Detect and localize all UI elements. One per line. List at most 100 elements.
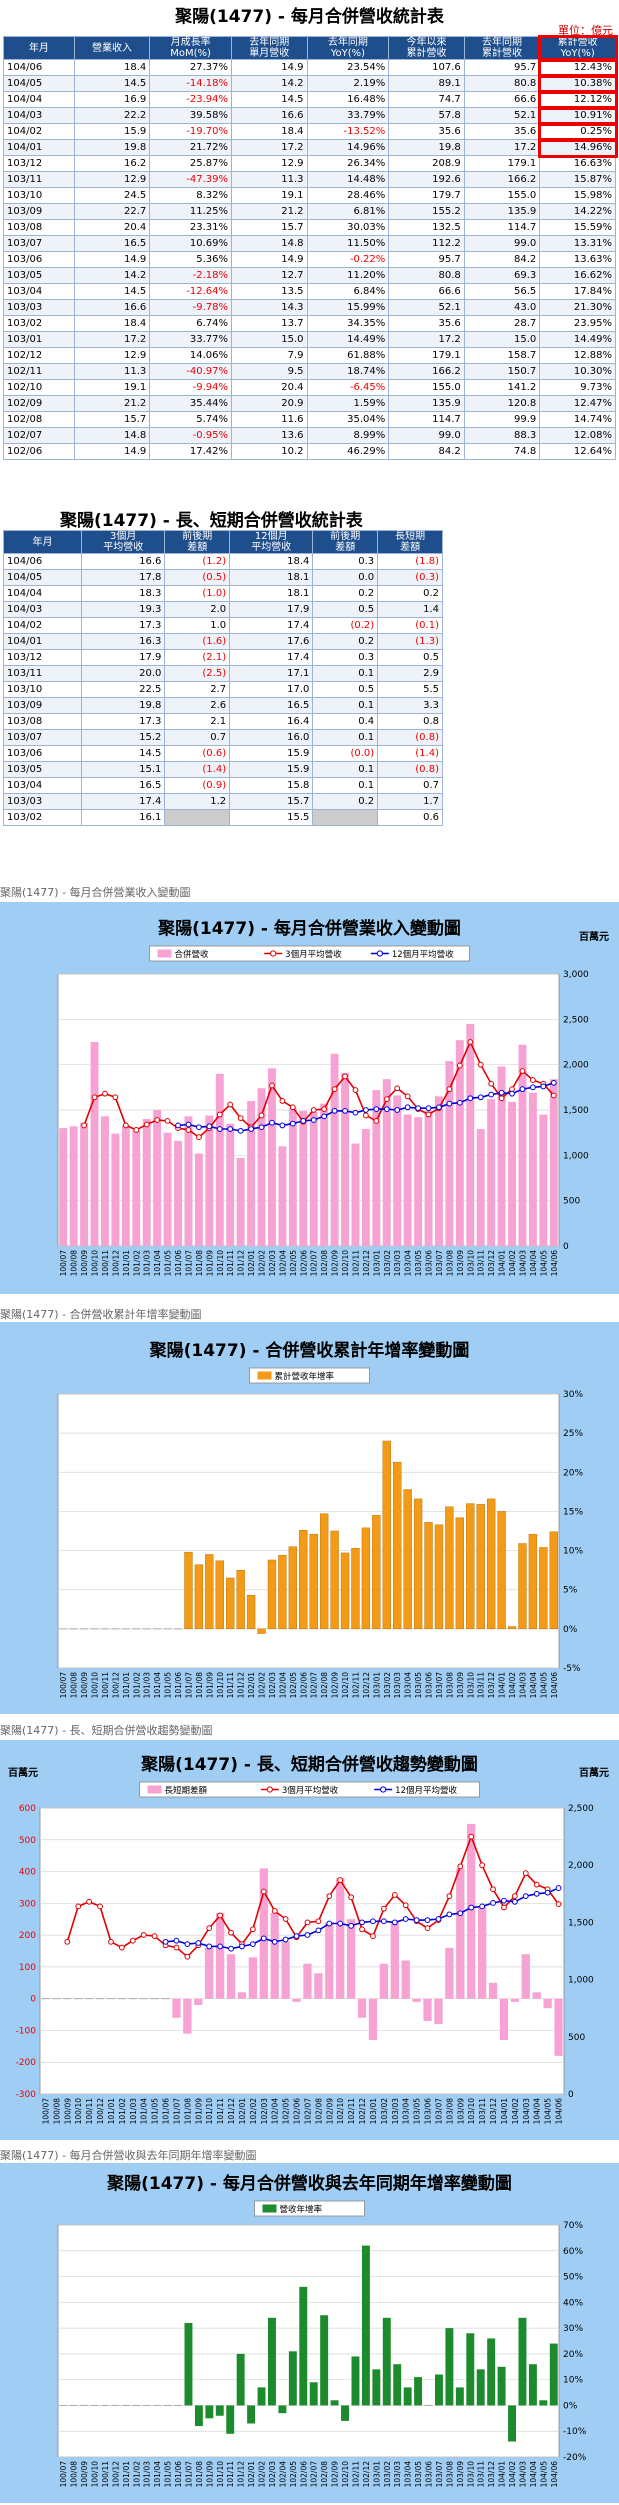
legend-marker <box>267 1787 272 1792</box>
bar <box>205 1115 213 1246</box>
bar <box>325 1922 333 1998</box>
ma12-point <box>163 1939 168 1944</box>
bar <box>247 2405 255 2423</box>
ma3-point <box>478 1062 483 1067</box>
table-cell: 16.4 <box>230 714 313 730</box>
bar <box>247 1101 255 1246</box>
bar <box>550 1532 558 1629</box>
bar <box>341 2405 349 2420</box>
table-cell: 103/06 <box>4 252 75 268</box>
y-tick-label: -200 <box>16 2058 37 2068</box>
table-cell: 14.5 <box>74 76 149 92</box>
bar <box>380 1964 388 1999</box>
bar <box>489 1983 497 1999</box>
table-cell: 12.12% <box>540 92 616 108</box>
x-tick-label: 104/04 <box>529 1672 538 1699</box>
table-cell: 66.6 <box>464 92 539 108</box>
table-cell: 1.0 <box>165 618 230 634</box>
x-tick-label: 102/01 <box>247 1250 256 1277</box>
ma3-point <box>332 1087 337 1092</box>
ma12-point <box>502 1898 507 1903</box>
x-tick-label: 101/09 <box>194 2098 203 2125</box>
ma12-point <box>403 1917 408 1922</box>
legend-label: 12個月平均營收 <box>395 1785 457 1796</box>
legend-swatch <box>258 1372 272 1380</box>
column-header: 年月 <box>4 531 82 554</box>
table-cell: 5.5 <box>378 682 443 698</box>
table-cell: 28.46% <box>307 188 389 204</box>
x-tick-label: 100/11 <box>101 1250 110 1277</box>
ma3-point <box>353 1088 358 1093</box>
ma3-point <box>489 1081 494 1086</box>
table-cell: 14.9 <box>74 252 149 268</box>
x-tick-label: 101/04 <box>153 1250 162 1277</box>
x-tick-label: 104/06 <box>550 1250 559 1277</box>
x-tick-label: 100/11 <box>101 1672 110 1699</box>
x-tick-label: 104/01 <box>498 1250 507 1277</box>
bar <box>226 1124 234 1246</box>
x-tick-label: 102/04 <box>271 2098 280 2125</box>
table-cell: 155.0 <box>389 380 464 396</box>
ma3-point <box>316 1919 321 1924</box>
x-tick-label: 100/11 <box>101 2461 110 2488</box>
table-cell: 69.3 <box>464 268 539 284</box>
legend-label: 累計營收年增率 <box>275 1371 335 1382</box>
x-tick-label: 104/06 <box>550 2461 559 2488</box>
y-tick-label-right: 2,500 <box>568 1804 594 1814</box>
table-cell: -13.52% <box>307 124 389 140</box>
x-tick-label: 101/02 <box>132 1672 141 1699</box>
y-tick-label: 500 <box>563 1197 580 1207</box>
ma12-point <box>353 1110 358 1115</box>
table-row: 103/04 14.5 -12.64% 13.5 6.84% 66.6 56.5 17.84% <box>4 284 616 300</box>
x-tick-label: 101/04 <box>153 1672 162 1699</box>
table-cell: 17.9 <box>230 602 313 618</box>
x-tick-label: 100/08 <box>52 2098 61 2125</box>
x-tick-label: 104/02 <box>508 2461 517 2488</box>
ma12-point <box>332 1109 337 1114</box>
bar <box>466 1024 474 1246</box>
ma3-point <box>395 1086 400 1091</box>
bar <box>362 2246 370 2406</box>
table-cell: 20.9 <box>232 396 307 412</box>
table-cell: 16.0 <box>230 730 313 746</box>
ma3-point <box>141 1933 146 1938</box>
table-row: 103/12 16.2 25.87% 12.9 26.34% 208.9 179.1 16.6… <box>4 156 616 172</box>
table-cell: 13.7 <box>232 316 307 332</box>
x-tick-label: 101/12 <box>237 2461 246 2488</box>
bar <box>185 2323 193 2405</box>
table-row: 103/11 12.9 -47.39% 11.3 14.48% 192.6 166.2 15.… <box>4 172 616 188</box>
ma3-point <box>381 1906 386 1911</box>
table-row: 103/03 16.6 -9.78% 14.3 15.99% 52.1 43.0 21.30% <box>4 300 616 316</box>
table-cell: 11.6 <box>232 412 307 428</box>
bar <box>466 1504 474 1629</box>
ma3-point <box>384 1097 389 1102</box>
ma3-point <box>458 1864 463 1869</box>
x-tick-label: 100/12 <box>111 1250 120 1277</box>
bar <box>258 1088 266 1246</box>
x-tick-label: 102/07 <box>310 2461 319 2488</box>
legend-label: 12個月平均營收 <box>392 949 454 960</box>
x-tick-label: 103/07 <box>435 1250 444 1277</box>
table-cell: (1.6) <box>165 634 230 650</box>
bar <box>122 1125 130 1246</box>
x-tick-label: 104/02 <box>508 1250 517 1277</box>
table-cell: 99.9 <box>464 412 539 428</box>
x-tick-label: 101/12 <box>237 1672 246 1699</box>
table-cell: 102/07 <box>4 428 75 444</box>
ma3-point <box>512 1894 517 1899</box>
table-cell: 0.25% <box>540 124 616 140</box>
table-cell: 35.6 <box>389 124 464 140</box>
column-header: 年月 <box>4 37 75 60</box>
y-tick-label: 0% <box>563 2401 578 2411</box>
bar <box>249 1957 257 1998</box>
table-cell: 17.2 <box>389 332 464 348</box>
table-cell: 14.2 <box>232 76 307 92</box>
column-header: 3個月 平均營收 <box>82 531 165 554</box>
x-tick-label: 101/03 <box>143 1250 152 1277</box>
x-tick-label: 101/01 <box>122 2461 131 2488</box>
ma3-point <box>92 1095 97 1100</box>
bar <box>292 1999 300 2002</box>
bar <box>331 2400 339 2405</box>
x-tick-label: 101/05 <box>151 2098 160 2125</box>
ma12-point <box>447 1912 452 1917</box>
